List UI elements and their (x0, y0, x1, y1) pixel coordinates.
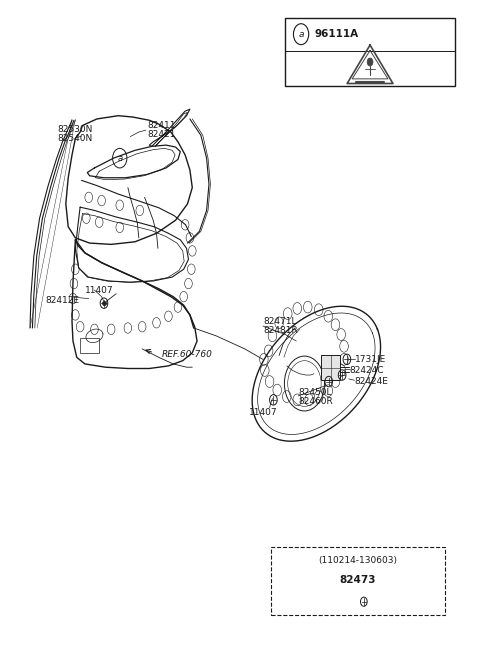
Text: 82460R: 82460R (298, 397, 333, 405)
Text: REF.60-760: REF.60-760 (161, 350, 212, 359)
Text: (110214-130603): (110214-130603) (319, 556, 397, 565)
Text: 82481R: 82481R (263, 326, 298, 335)
Text: a: a (299, 30, 304, 39)
Text: 82424E: 82424E (355, 377, 388, 386)
FancyBboxPatch shape (321, 356, 340, 380)
Text: 1731JE: 1731JE (355, 355, 386, 364)
Text: 11407: 11407 (85, 285, 114, 295)
Text: 96111A: 96111A (315, 29, 359, 39)
Text: 82424C: 82424C (350, 366, 384, 375)
Circle shape (367, 58, 373, 66)
Text: 11407: 11407 (249, 409, 277, 417)
Text: 82473: 82473 (340, 575, 376, 584)
Text: 82530N: 82530N (58, 125, 93, 134)
Text: 82421: 82421 (147, 130, 175, 139)
Text: 82471L: 82471L (263, 317, 297, 326)
FancyBboxPatch shape (271, 547, 445, 615)
Text: a: a (117, 154, 122, 163)
Text: 82411: 82411 (147, 121, 176, 130)
Text: 82540N: 82540N (58, 134, 93, 143)
FancyBboxPatch shape (80, 338, 99, 353)
FancyBboxPatch shape (285, 18, 455, 87)
Text: 82412E: 82412E (45, 296, 79, 305)
Text: 82450L: 82450L (298, 388, 332, 396)
